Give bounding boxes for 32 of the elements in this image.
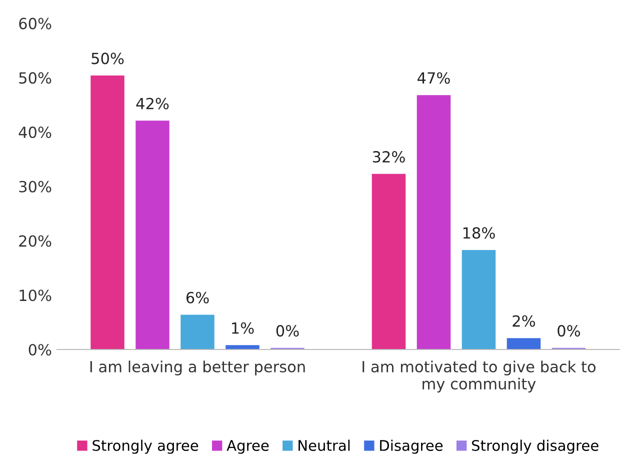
data-label: 0% bbox=[276, 325, 299, 337]
bar bbox=[136, 120, 170, 350]
data-label: 0% bbox=[558, 325, 580, 337]
data-label: 2% bbox=[512, 315, 536, 327]
x-tick-label: I am leaving a better person bbox=[90, 360, 305, 376]
bar bbox=[90, 75, 124, 350]
y-tick-label: 20% bbox=[19, 235, 52, 247]
y-tick-label: 60% bbox=[19, 18, 52, 30]
legend-label: Disagree bbox=[380, 440, 443, 454]
data-label: 50% bbox=[92, 52, 124, 64]
y-tick-label: 40% bbox=[18, 126, 52, 138]
data-label: 18% bbox=[463, 227, 495, 239]
legend-label: Strongly agree bbox=[92, 440, 198, 454]
data-label: 6% bbox=[186, 292, 209, 304]
data-label: 42% bbox=[136, 98, 169, 110]
legend-label: Neutral bbox=[298, 440, 350, 451]
bar bbox=[226, 345, 260, 350]
y-tick-label: 30% bbox=[19, 180, 52, 192]
y-tick-label: 50% bbox=[19, 72, 52, 84]
y-tick-label: 10% bbox=[20, 290, 52, 302]
y-tick-label: 0% bbox=[28, 344, 52, 356]
bar bbox=[506, 338, 541, 350]
x-tick-label: I am motivated to give back to my community bbox=[362, 360, 596, 393]
bar bbox=[372, 174, 406, 350]
legend-label: Strongly disagree bbox=[472, 440, 598, 454]
bar bbox=[462, 250, 496, 350]
data-label: 47% bbox=[418, 72, 450, 84]
legend-label: Agree bbox=[226, 440, 269, 454]
data-label: 1% bbox=[232, 322, 254, 334]
bar bbox=[180, 314, 214, 350]
bar bbox=[416, 95, 451, 350]
data-label: 32% bbox=[372, 151, 405, 163]
